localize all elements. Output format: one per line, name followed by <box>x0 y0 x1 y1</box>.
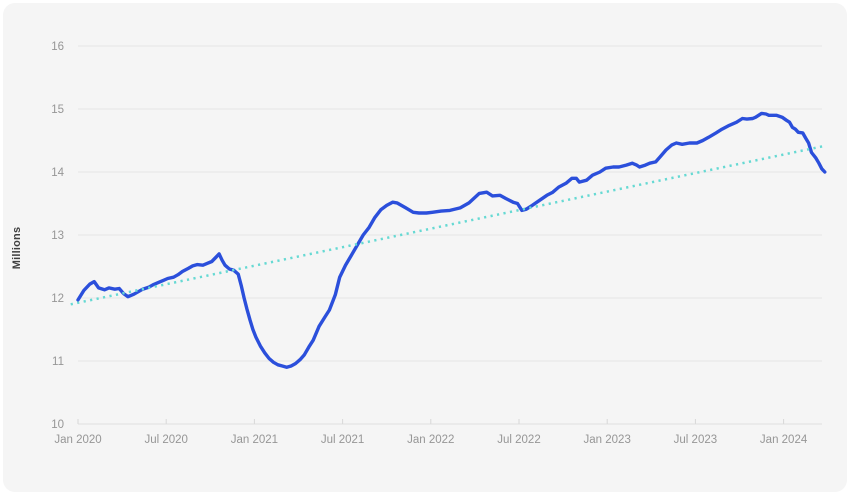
x-tick-label: Jul 2021 <box>321 434 364 446</box>
y-tick-label: 15 <box>51 104 64 116</box>
x-tick-label: Jul 2020 <box>144 434 187 446</box>
x-tick-label: Jan 2020 <box>54 434 101 446</box>
y-tick-label: 13 <box>51 230 64 242</box>
millions-series[interactable] <box>76 111 827 369</box>
chart-card: Millions 10 11 12 13 14 15 16 Jan 2020 Jul 2020 J… <box>3 3 847 492</box>
x-tick-label: Jul 2023 <box>674 434 717 446</box>
y-tick-label: 12 <box>51 293 64 305</box>
y-tick-label: 11 <box>52 356 64 368</box>
x-tick-label: Jul 2022 <box>497 434 540 446</box>
y-tick-label: 16 <box>51 41 64 53</box>
y-tick-label: 14 <box>51 167 64 179</box>
x-tick-label: Jan 2021 <box>231 434 278 446</box>
line-chart-canvas[interactable]: 10 11 12 13 14 15 16 Jan 2020 Jul 2020 Jan 2021 Ju… <box>3 3 847 492</box>
y-tick-label: 10 <box>51 419 64 431</box>
x-tick-label: Jan 2024 <box>760 434 808 446</box>
x-tick-label: Jan 2022 <box>407 434 454 446</box>
trend-line <box>70 144 824 306</box>
x-tick-label: Jan 2023 <box>584 434 631 446</box>
